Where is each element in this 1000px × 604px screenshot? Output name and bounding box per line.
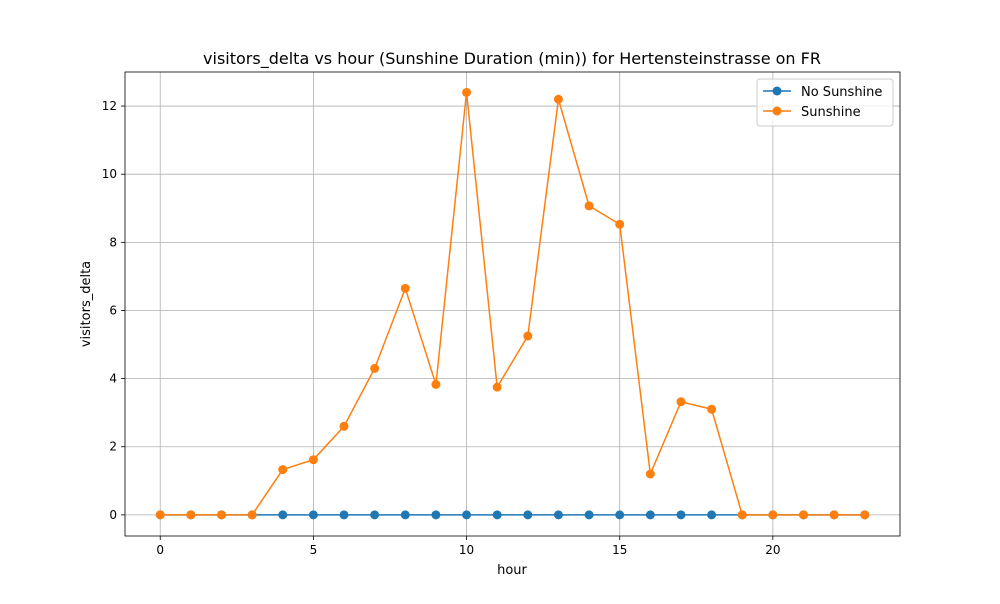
y-tick-label: 4	[109, 372, 117, 386]
data-point-sunshine	[492, 382, 502, 392]
data-point-sunshine	[339, 421, 349, 431]
legend-label-no-sunshine: No Sunshine	[801, 85, 882, 100]
data-point-sunshine	[400, 283, 410, 293]
data-point-no-sunshine	[492, 510, 502, 520]
data-point-no-sunshine	[308, 510, 318, 520]
data-point-sunshine	[645, 469, 655, 479]
data-point-no-sunshine	[278, 510, 288, 520]
y-axis-label: visitors_delta	[79, 261, 94, 347]
x-tick-label: 0	[156, 543, 164, 557]
axis-ticks: 0 5 10 15 20 0 2 4 6 8 10 12	[102, 99, 781, 557]
data-point-sunshine	[799, 510, 809, 520]
data-point-no-sunshine	[615, 510, 625, 520]
data-point-no-sunshine	[707, 510, 717, 520]
x-tick-label: 15	[612, 543, 627, 557]
chart-title: visitors_delta vs hour (Sunshine Duratio…	[203, 49, 821, 69]
data-point-no-sunshine	[370, 510, 380, 520]
data-point-sunshine	[247, 510, 257, 520]
data-point-sunshine	[707, 404, 717, 414]
data-point-no-sunshine	[431, 510, 441, 520]
series-line-sunshine	[160, 92, 865, 516]
data-point-sunshine	[278, 465, 288, 475]
data-point-no-sunshine	[339, 510, 349, 520]
data-point-no-sunshine	[400, 510, 410, 520]
data-point-sunshine	[676, 397, 686, 407]
data-point-sunshine	[584, 201, 594, 211]
data-point-sunshine	[370, 363, 380, 373]
legend: No Sunshine Sunshine	[756, 78, 894, 127]
series-sunshine	[155, 87, 870, 520]
data-point-sunshine	[462, 87, 472, 97]
data-point-sunshine	[768, 510, 778, 520]
data-point-sunshine	[216, 510, 226, 520]
data-point-sunshine	[860, 510, 870, 520]
x-axis-label: hour	[497, 563, 527, 578]
data-point-sunshine	[186, 510, 196, 520]
y-tick-label: 0	[109, 508, 117, 522]
data-point-sunshine	[553, 94, 563, 104]
y-tick-label: 2	[109, 440, 117, 454]
x-tick-label: 5	[310, 543, 318, 557]
data-series	[155, 87, 870, 520]
data-point-sunshine	[308, 455, 318, 465]
data-point-no-sunshine	[553, 510, 563, 520]
data-point-sunshine	[737, 510, 747, 520]
data-point-no-sunshine	[462, 510, 472, 520]
legend-label-sunshine: Sunshine	[801, 105, 861, 120]
plot-area	[124, 71, 901, 537]
y-tick-label: 12	[102, 99, 117, 113]
legend-marker-no-sunshine	[772, 86, 782, 96]
data-point-no-sunshine	[523, 510, 533, 520]
data-point-no-sunshine	[676, 510, 686, 520]
data-point-sunshine	[431, 379, 441, 389]
x-tick-label: 10	[459, 543, 474, 557]
data-point-sunshine	[615, 219, 625, 229]
y-tick-label: 6	[109, 303, 117, 317]
data-point-sunshine	[829, 510, 839, 520]
y-tick-label: 8	[109, 235, 117, 249]
y-tick-label: 10	[102, 167, 117, 181]
data-point-sunshine	[523, 331, 533, 341]
x-tick-label: 20	[765, 543, 780, 557]
data-point-sunshine	[155, 510, 165, 520]
data-point-no-sunshine	[645, 510, 655, 520]
grid-lines	[125, 72, 900, 536]
legend-marker-sunshine	[772, 106, 782, 116]
data-point-no-sunshine	[584, 510, 594, 520]
